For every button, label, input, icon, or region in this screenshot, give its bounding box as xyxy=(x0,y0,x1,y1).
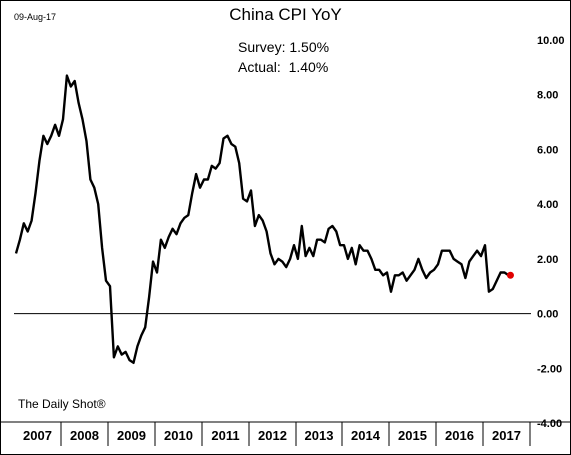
y-tick-label: -2.00 xyxy=(537,363,562,375)
cpi-series-line xyxy=(14,74,510,364)
chart-title: China CPI YoY xyxy=(229,5,342,24)
x-tick-label: 2015 xyxy=(398,428,427,443)
y-tick-label: 2.00 xyxy=(537,254,558,266)
actual-value: Actual: 1.40% xyxy=(238,59,329,75)
y-tick-label: 0.00 xyxy=(537,309,558,321)
y-axis-ticks: 10.00 8.00 6.00 4.00 2.00 0.00 -2.00 -4.00 xyxy=(537,35,565,430)
latest-value-point xyxy=(506,271,514,279)
source-label: The Daily Shot® xyxy=(18,397,106,411)
x-tick-label: 2012 xyxy=(258,428,287,443)
x-tick-label: 2009 xyxy=(117,428,146,443)
x-tick-label: 2014 xyxy=(351,428,381,443)
y-tick-label: -4.00 xyxy=(537,418,562,430)
x-tick-label: 2010 xyxy=(164,428,193,443)
y-tick-label: 8.00 xyxy=(537,90,558,102)
x-axis-ticks: 2007 2008 2009 2010 2011 2012 2013 2014 2015 2016… xyxy=(23,428,521,443)
x-tick-label: 2013 xyxy=(305,428,334,443)
y-tick-label: 6.00 xyxy=(537,144,558,156)
report-date: 09-Aug-17 xyxy=(14,12,57,22)
x-tick-label: 2011 xyxy=(211,428,239,443)
y-tick-label: 4.00 xyxy=(537,199,558,211)
x-tick-label: 2016 xyxy=(445,428,474,443)
x-tick-label: 2007 xyxy=(23,428,52,443)
x-tick-label: 2008 xyxy=(70,428,99,443)
x-tick-label: 2017 xyxy=(492,428,521,443)
survey-value: Survey: 1.50% xyxy=(238,39,330,55)
y-tick-label: 10.00 xyxy=(537,35,565,47)
year-dividers xyxy=(60,422,531,446)
